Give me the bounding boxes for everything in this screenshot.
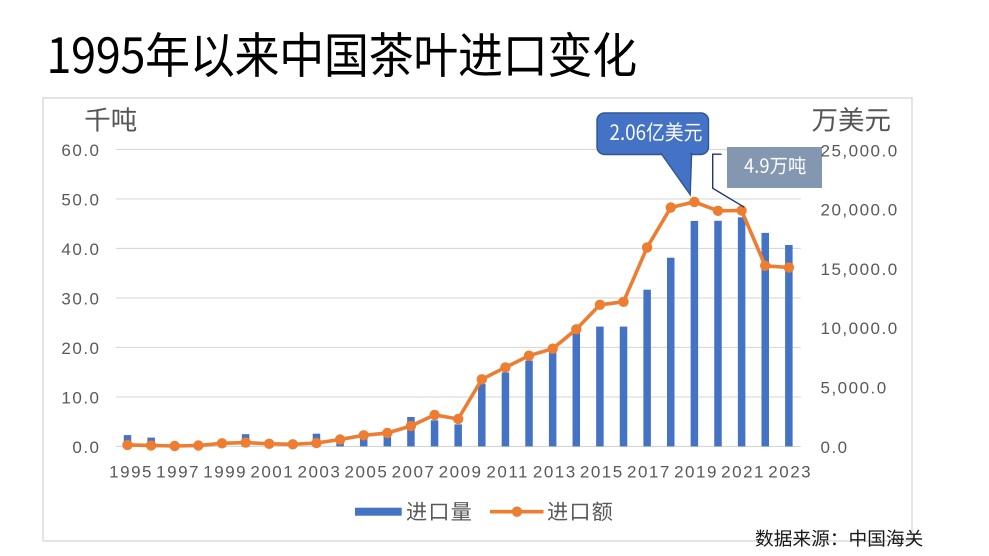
svg-text:50.0: 50.0: [61, 191, 100, 210]
svg-text:25,000.0: 25,000.0: [821, 141, 899, 160]
svg-text:30.0: 30.0: [61, 290, 100, 309]
svg-text:2017: 2017: [627, 463, 671, 482]
svg-text:1999: 1999: [203, 463, 247, 482]
svg-text:2007: 2007: [392, 463, 436, 482]
svg-text:2019: 2019: [674, 463, 718, 482]
svg-text:0.0: 0.0: [821, 438, 849, 457]
svg-text:40.0: 40.0: [61, 240, 100, 259]
svg-text:60.0: 60.0: [61, 141, 100, 160]
svg-text:10.0: 10.0: [61, 389, 100, 408]
svg-text:1997: 1997: [156, 463, 200, 482]
svg-text:2011: 2011: [486, 463, 529, 482]
svg-text:0.0: 0.0: [72, 438, 100, 457]
svg-text:2013: 2013: [533, 463, 577, 482]
svg-text:10,000.0: 10,000.0: [821, 319, 899, 338]
svg-text:20.0: 20.0: [61, 339, 100, 358]
svg-text:1995: 1995: [109, 463, 153, 482]
svg-text:2023: 2023: [768, 463, 812, 482]
svg-text:20,000.0: 20,000.0: [821, 201, 899, 220]
svg-text:2009: 2009: [439, 463, 483, 482]
svg-text:2001: 2001: [250, 463, 294, 482]
svg-text:5,000.0: 5,000.0: [821, 379, 888, 398]
svg-text:2003: 2003: [297, 463, 341, 482]
svg-text:2015: 2015: [580, 463, 624, 482]
svg-text:15,000.0: 15,000.0: [821, 260, 899, 279]
svg-text:2021: 2021: [721, 463, 765, 482]
svg-text:2005: 2005: [344, 463, 388, 482]
